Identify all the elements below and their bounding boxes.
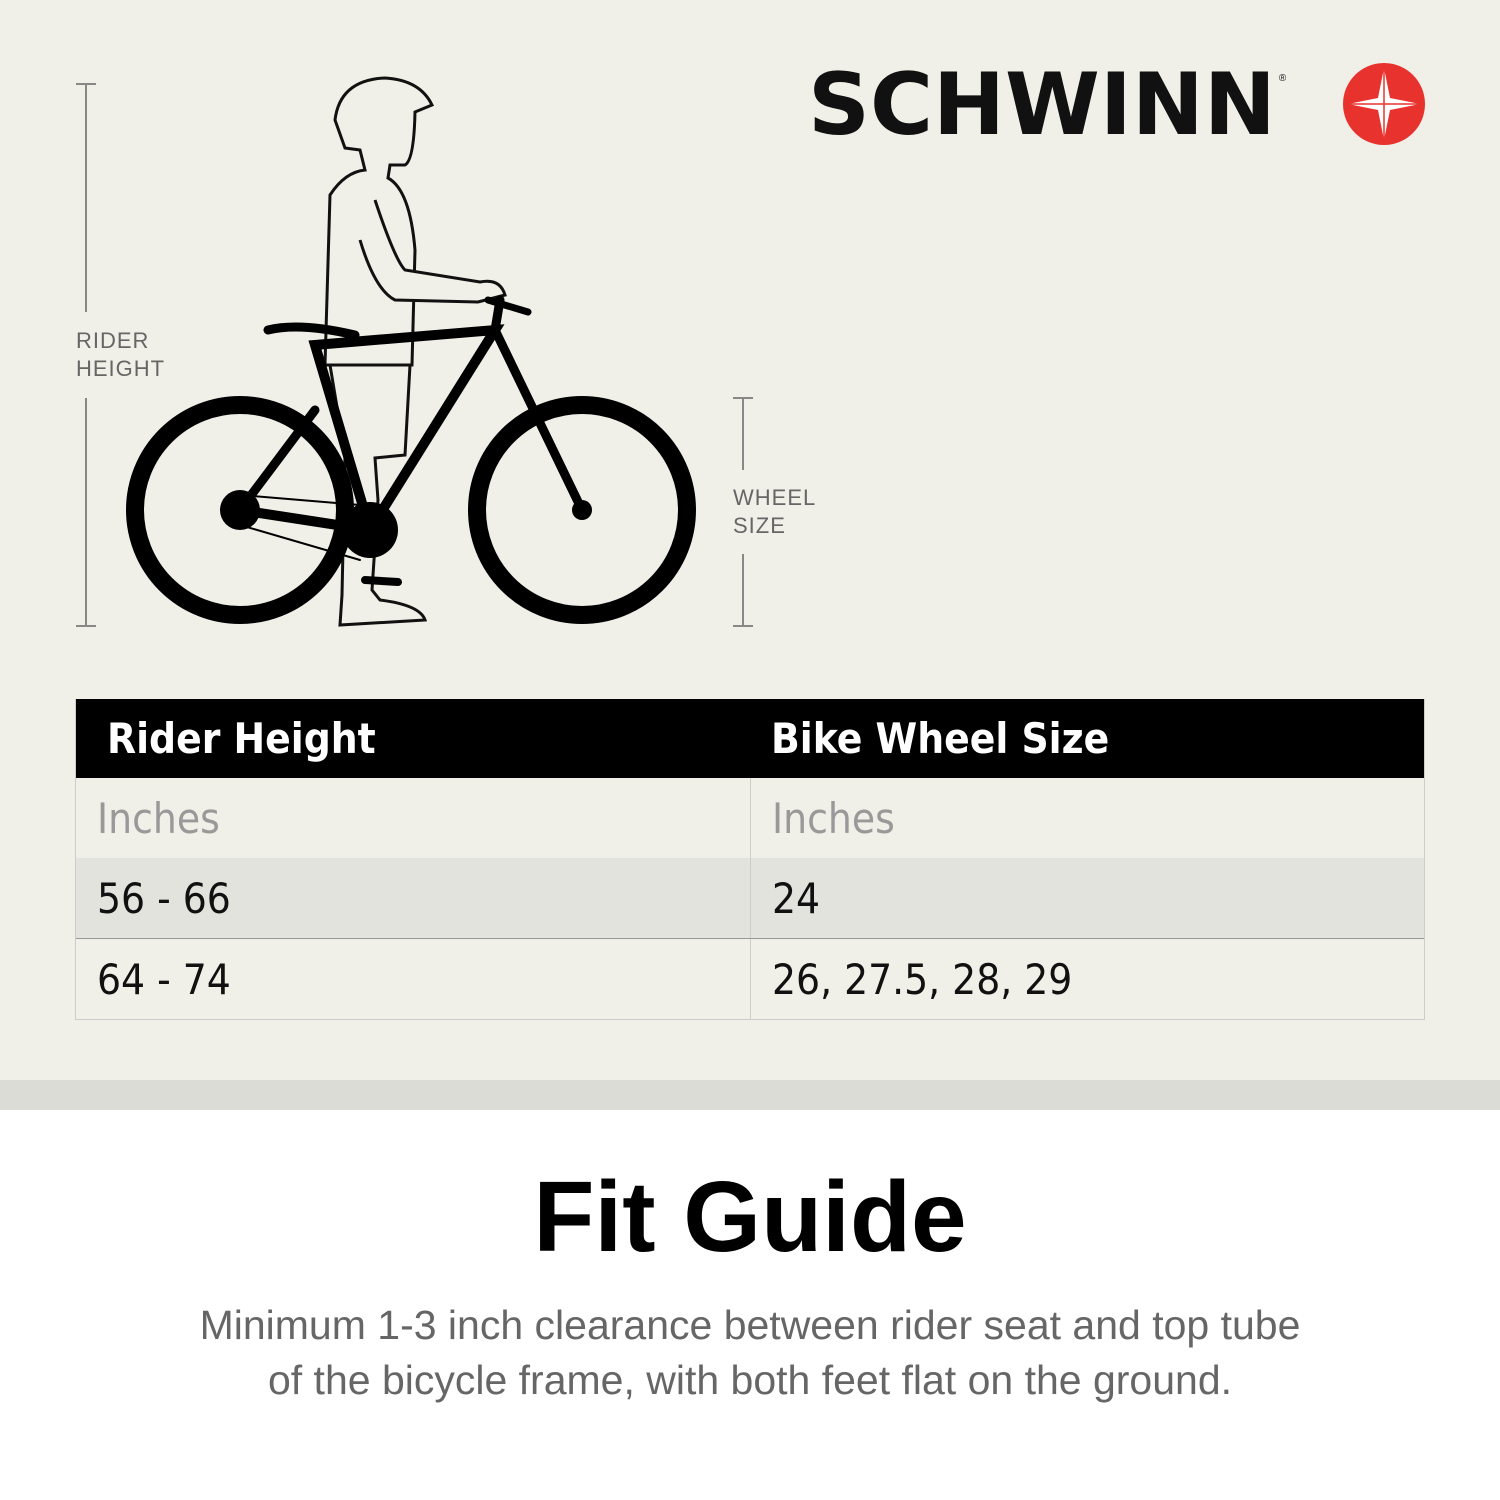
fit-description: Minimum 1-3 inch clearance between rider… xyxy=(0,1298,1500,1408)
wheel-size-dimension xyxy=(733,397,753,627)
table-row: 56 - 66 24 xyxy=(76,858,1424,939)
brand-name: SCHWINN xyxy=(808,55,1276,155)
table-units-row: Inches Inches xyxy=(76,778,1424,858)
divider-band xyxy=(0,1080,1500,1110)
label-line: RIDER xyxy=(76,328,150,353)
table-row: 64 - 74 26, 27.5, 28, 29 xyxy=(76,939,1424,1020)
label-line: WHEEL xyxy=(733,485,817,510)
wheel-size-cell: 24 xyxy=(750,858,1424,938)
rider-height-dimension xyxy=(76,83,96,627)
schwinn-star-icon xyxy=(1343,63,1425,145)
header-rider-height: Rider Height xyxy=(107,714,376,763)
page-title: Fit Guide xyxy=(533,1161,967,1273)
rider-height-cell: 56 - 66 xyxy=(97,873,231,923)
rear-wheel xyxy=(126,396,354,624)
front-wheel xyxy=(468,396,696,624)
description-line: of the bicycle frame, with both feet fla… xyxy=(267,1357,1233,1403)
rider-figure xyxy=(323,76,507,627)
brand-logo: SCHWINN ® xyxy=(808,62,1286,148)
bicycle xyxy=(126,295,696,624)
rider-height-cell: 64 - 74 xyxy=(97,954,231,1004)
fit-table: Rider Height Bike Wheel Size Inches Inch… xyxy=(75,699,1425,1020)
label-line: HEIGHT xyxy=(76,356,166,381)
rider-height-label: RIDER HEIGHT xyxy=(76,327,165,383)
unit-cell: Inches xyxy=(97,793,220,843)
table-header: Rider Height Bike Wheel Size xyxy=(76,699,1424,778)
description-line: Minimum 1-3 inch clearance between rider… xyxy=(199,1302,1301,1348)
unit-cell: Inches xyxy=(750,778,1424,858)
label-line: SIZE xyxy=(733,513,786,538)
wheel-size-label: WHEEL SIZE xyxy=(733,484,816,540)
wheel-size-cell: 26, 27.5, 28, 29 xyxy=(750,939,1424,1019)
header-wheel-size: Bike Wheel Size xyxy=(771,714,1110,763)
bike-rider-illustration xyxy=(126,76,696,627)
registered-mark: ® xyxy=(1278,73,1287,84)
